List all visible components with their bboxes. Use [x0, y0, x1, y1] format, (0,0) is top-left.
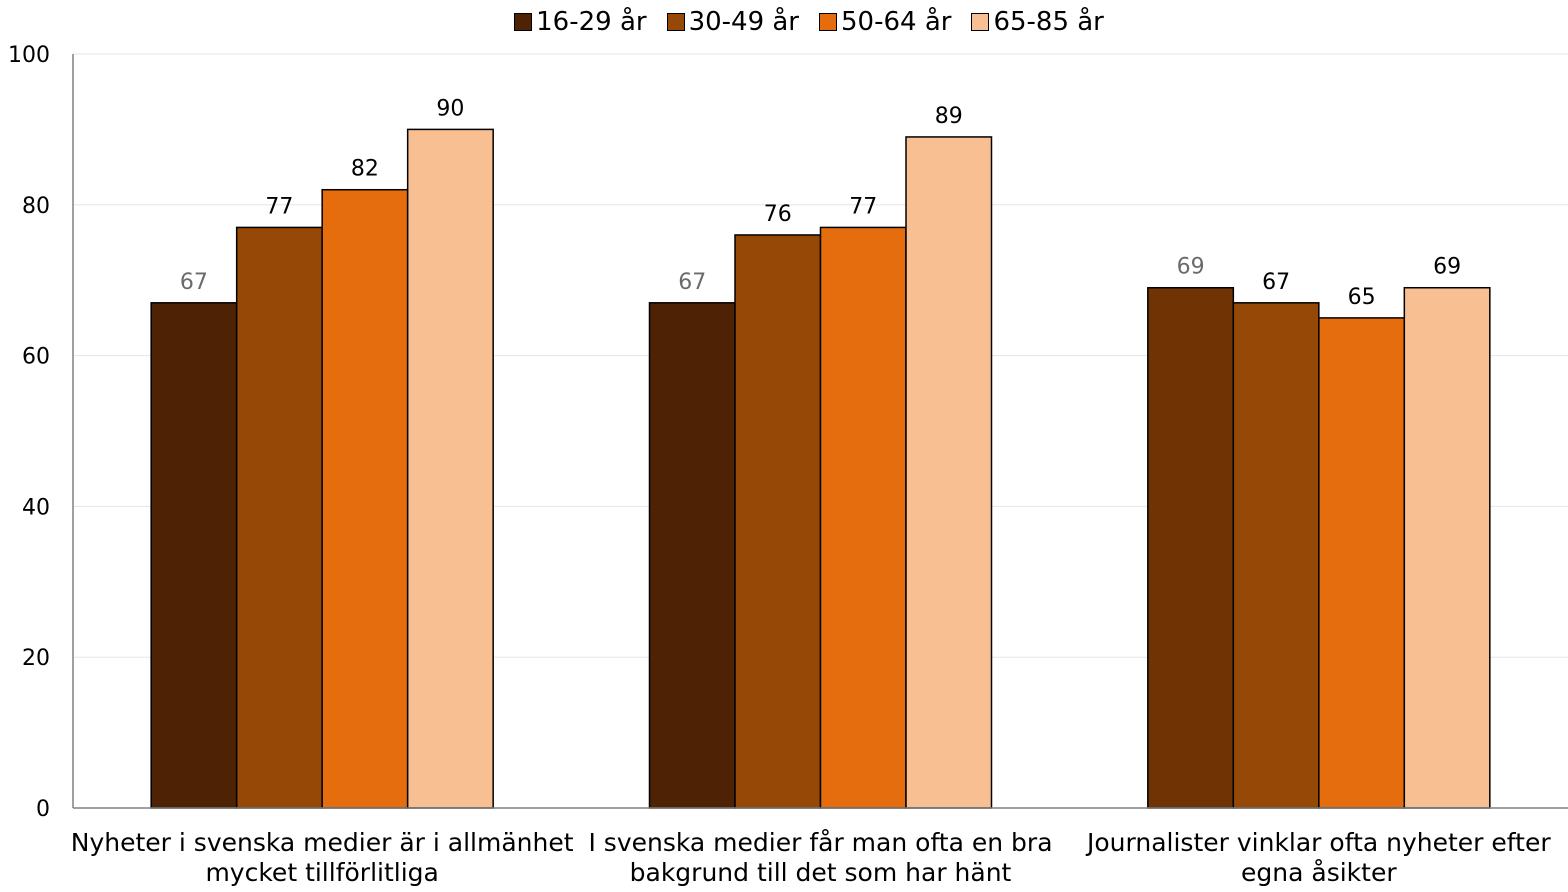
data-label: 89: [935, 104, 963, 129]
x-category-label: mycket tillförlitliga: [205, 858, 438, 887]
data-label: 77: [849, 194, 877, 219]
bar: [1403, 286, 1491, 809]
data-label: 69: [1433, 255, 1461, 280]
bar: [819, 226, 907, 809]
legend-item: 50-64 år: [819, 4, 951, 40]
bar: [235, 226, 323, 809]
legend-label: 65-85 år: [993, 7, 1104, 37]
bar: [321, 188, 409, 809]
legend-item: 65-85 år: [971, 4, 1104, 40]
data-label: 67: [1262, 270, 1290, 295]
y-tick-label: 40: [22, 495, 50, 520]
data-label: 69: [1177, 255, 1205, 280]
legend-item: 30-49 år: [666, 4, 799, 40]
x-category-label: Nyheter i svenska medier är i allmänhet: [71, 828, 574, 857]
data-label: 67: [678, 270, 706, 295]
data-label: 82: [351, 157, 379, 182]
bar: [406, 128, 494, 809]
data-label: 65: [1348, 285, 1376, 310]
x-category-label: egna åsikter: [1241, 858, 1397, 887]
bar: [1147, 286, 1235, 809]
legend-label: 16-29 år: [536, 7, 647, 37]
bar: [150, 302, 238, 809]
y-tick-label: 80: [22, 194, 50, 219]
bar: [734, 234, 822, 809]
legend-swatch: [514, 13, 533, 31]
legend-label: 30-49 år: [688, 7, 799, 37]
y-tick-label: 60: [22, 345, 50, 370]
x-category-label: bakgrund till det som har hänt: [630, 858, 1012, 887]
y-tick-label: 0: [36, 797, 50, 822]
bar: [1232, 302, 1320, 809]
legend-item: 16-29 år: [514, 4, 647, 40]
legend-swatch: [819, 13, 837, 31]
bar: [1318, 317, 1406, 809]
x-category-label: Journalister vinklar ofta nyheter efter: [1085, 828, 1551, 857]
y-tick-label: 100: [8, 43, 50, 68]
y-tick-label: 20: [22, 646, 50, 671]
data-label: 76: [764, 202, 792, 227]
legend-swatch: [971, 13, 990, 31]
legend: 16-29 år 30-49 år 50-64 år 65-85 år: [0, 4, 1568, 40]
data-label: 67: [180, 270, 208, 295]
bar: [905, 136, 993, 809]
data-label: 77: [265, 194, 293, 219]
x-category-label: I svenska medier får man ofta en bra: [588, 828, 1052, 857]
bar: [648, 302, 736, 809]
data-label: 90: [436, 96, 464, 121]
legend-swatch: [666, 13, 685, 31]
legend-label: 50-64 år: [841, 7, 952, 37]
